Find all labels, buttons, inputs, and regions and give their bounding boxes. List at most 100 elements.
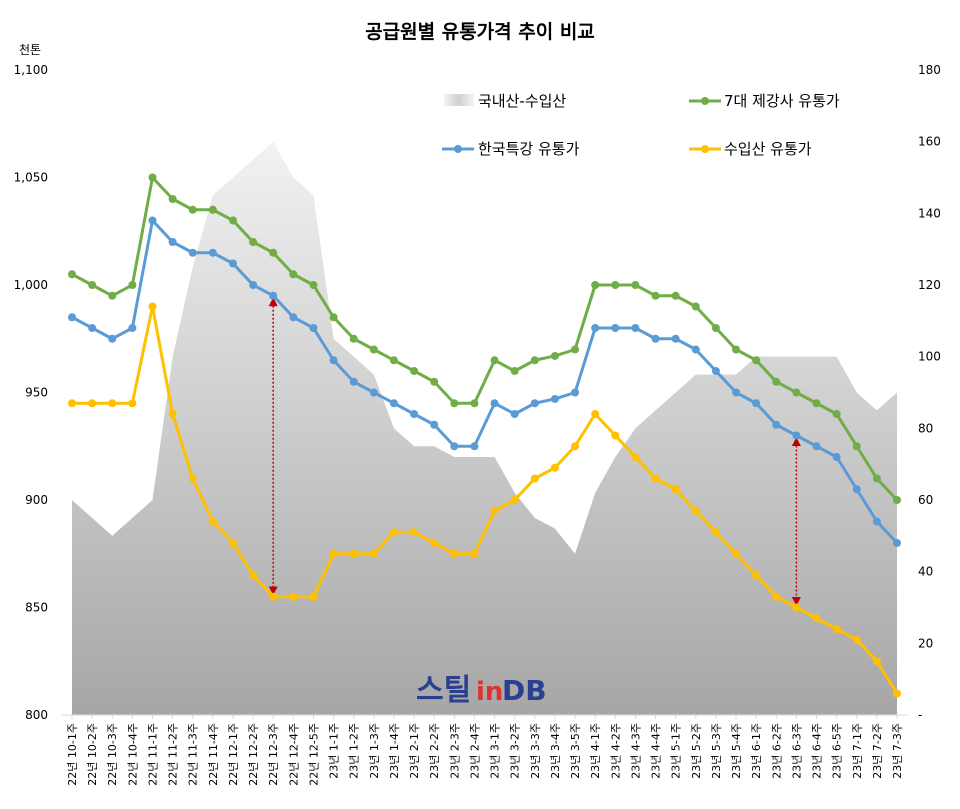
x-tick-label: 23년 3-4주 <box>549 723 562 779</box>
y2-tick-label: 60 <box>918 493 933 507</box>
x-tick-label: 22년 11-2주 <box>167 723 180 786</box>
x-tick-label: 22년 12-4주 <box>287 723 300 786</box>
data-point <box>369 549 378 558</box>
data-point <box>329 356 338 365</box>
data-point <box>631 324 640 332</box>
data-point <box>772 377 781 386</box>
data-point <box>530 356 539 365</box>
data-point <box>208 205 217 214</box>
data-point <box>410 410 419 418</box>
x-tick-label: 23년 6-2주 <box>770 723 783 779</box>
x-tick-label: 23년 5-2주 <box>690 723 703 779</box>
data-point <box>249 571 258 580</box>
data-point <box>792 431 801 440</box>
x-tick-label: 22년 12-1주 <box>227 723 240 786</box>
data-point <box>732 345 741 354</box>
data-point <box>269 592 278 601</box>
data-point <box>591 281 600 289</box>
data-point <box>691 345 700 354</box>
data-point <box>651 474 660 483</box>
data-point <box>450 549 459 558</box>
data-point <box>893 689 901 698</box>
data-point <box>872 517 881 526</box>
y-axis-unit: 천톤 <box>19 42 41 57</box>
x-tick-label: 23년 6-5주 <box>831 723 844 779</box>
axes: 800 850 900 950 1,000 1,050 1,100 - 20 40 60 80 100 1… <box>14 63 941 786</box>
data-point <box>792 603 801 612</box>
data-point <box>349 334 358 343</box>
data-point <box>188 248 197 257</box>
data-point <box>772 592 781 601</box>
data-point <box>671 485 680 494</box>
legend-label-7dae: 7대 제강사 유통가 <box>724 92 840 110</box>
data-point <box>228 216 237 225</box>
data-point <box>772 420 781 429</box>
data-point <box>309 324 318 332</box>
data-point <box>450 399 459 408</box>
data-point <box>269 291 278 300</box>
x-tick-label: 23년 1-3주 <box>368 723 381 779</box>
data-point <box>571 388 580 397</box>
x-tick-label: 23년 6-1주 <box>750 723 763 779</box>
data-point <box>490 399 499 408</box>
y2-tick-label: 160 <box>918 135 941 149</box>
data-point <box>369 345 378 354</box>
data-point <box>550 463 559 472</box>
data-point <box>168 195 177 203</box>
data-point <box>510 496 519 504</box>
y2-tick-label: 40 <box>918 565 933 579</box>
y-tick-label: 1,050 <box>14 171 48 185</box>
watermark-in: in <box>476 677 503 707</box>
data-point <box>631 453 640 461</box>
data-point <box>872 474 881 483</box>
y-tick-label: 1,000 <box>14 278 48 292</box>
area-fill <box>72 141 897 716</box>
data-point <box>68 399 76 408</box>
x-tick-label: 22년 12-3주 <box>267 723 280 786</box>
legend-label-hankuk: 한국특강 유통가 <box>478 140 580 158</box>
data-point <box>88 399 97 408</box>
data-point <box>651 334 660 343</box>
data-point <box>389 528 398 537</box>
data-point <box>228 259 237 268</box>
y2-tick-label: 80 <box>918 421 933 435</box>
data-point <box>168 410 177 418</box>
data-point <box>108 334 117 343</box>
data-point <box>249 238 258 246</box>
y2-tick-label: 120 <box>918 278 941 292</box>
x-tick-label: 23년 3-1주 <box>489 723 502 779</box>
data-point <box>651 291 660 300</box>
data-point <box>128 399 137 408</box>
data-point <box>430 420 439 429</box>
x-tick-label: 23년 3-3주 <box>529 723 542 779</box>
line-series <box>68 173 901 698</box>
data-point <box>812 614 821 623</box>
data-point <box>430 377 439 386</box>
x-tick-label: 23년 1-1주 <box>328 723 341 779</box>
y-tick-label: 1,100 <box>14 63 48 77</box>
data-point <box>148 302 157 311</box>
data-point <box>430 539 439 547</box>
series-0 <box>68 173 901 504</box>
y-tick-label: 950 <box>25 386 48 400</box>
data-point <box>289 313 298 322</box>
data-point <box>490 506 499 515</box>
legend-swatch-area <box>444 94 474 106</box>
y2-tick-label: 180 <box>918 63 941 77</box>
data-point <box>68 270 76 279</box>
data-point <box>711 367 720 375</box>
watermark-main: 스틸 <box>416 673 471 708</box>
data-point <box>852 442 861 451</box>
annotations <box>268 297 801 606</box>
data-point <box>208 517 217 526</box>
data-point <box>389 356 398 365</box>
x-tick-label: 23년 4-4주 <box>650 723 663 779</box>
x-tick-label: 23년 7-3주 <box>891 723 904 779</box>
y-tick-label: 800 <box>25 708 48 722</box>
data-point <box>188 205 197 214</box>
data-point <box>832 453 841 461</box>
data-point <box>691 302 700 311</box>
data-point <box>128 281 137 289</box>
data-point <box>208 248 217 257</box>
